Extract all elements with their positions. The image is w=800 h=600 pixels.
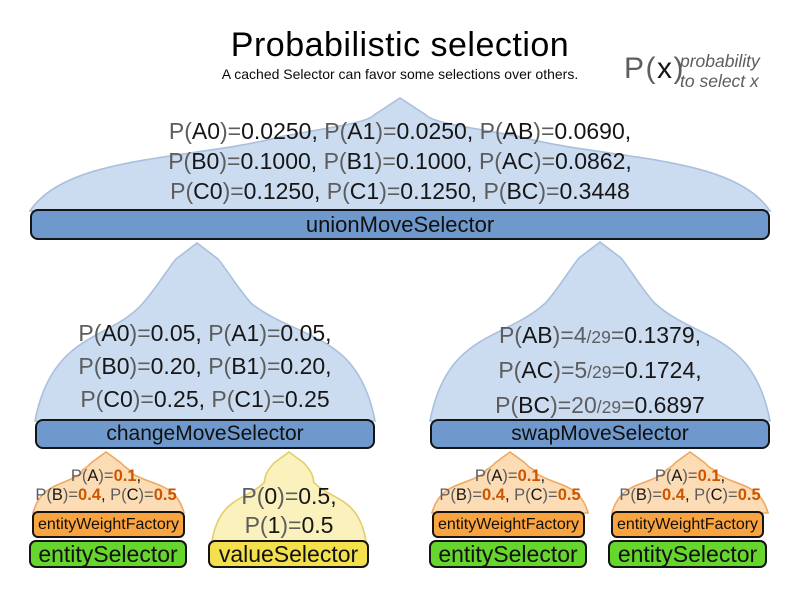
swap-prob-line-1: P(AB)=4/29=0.1379, [498,322,702,348]
entity1-dome-arrow [31,451,186,514]
union-prob-line-2: P(B0)=0.1000, P(B1)=0.1000, P(AC)=0.0862… [168,148,632,174]
swap-dome-arrow [429,240,771,422]
value-prob-line-1: P(0)=0.5, [241,483,337,509]
legend-note: probability to select x [680,51,760,91]
entity3-weight-factory-bar: entityWeightFactory [611,511,764,538]
swap-move-selector-bar: swapMoveSelector [430,419,770,449]
union-prob-line-1: P(A0)=0.0250, P(A1)=0.0250, P(AB)=0.0690… [168,118,632,144]
page-subtitle: A cached Selector can favor some selecti… [221,66,579,82]
entity1-weight-line-1: P(A)=0.1, [70,467,142,485]
entity2-weight-line-1: P(A)=0.1, [474,467,546,485]
value-probabilities: P(0)=0.5, P(1)=0.5 [212,482,366,540]
entity3-weight-line-2: P(B)=0.4, P(C)=0.5 [619,485,761,504]
value-prob-line-2: P(1)=0.5 [244,512,334,538]
legend-note-line-2: to select x [680,71,759,91]
entity3-weight-probabilities: P(A)=0.1, P(B)=0.4, P(C)=0.5 [610,467,770,504]
entity2-weight-factory-bar: entityWeightFactory [432,511,585,538]
value-selector-bar: valueSelector [208,540,369,568]
entity2-weight-line-2: P(B)=0.4, P(C)=0.5 [439,485,581,504]
value-dome-arrow [211,451,367,542]
entity2-weight-probabilities: P(A)=0.1, P(B)=0.4, P(C)=0.5 [430,467,590,504]
entity2-dome-arrow [430,451,590,514]
change-prob-line-3: P(C0)=0.25, P(C1)=0.25 [80,386,330,412]
swap-prob-line-3: P(BC)=20/29=0.6897 [495,392,705,418]
entity1-weight-factory-bar: entityWeightFactory [32,511,185,538]
entity2-selector-bar: entitySelector [429,540,587,568]
page-title: Probabilistic selection [230,26,570,64]
change-dome-arrow [34,241,376,422]
swap-probabilities: P(AB)=4/29=0.1379, P(AC)=5/29=0.1724, P(… [430,319,770,424]
entity3-selector-bar: entitySelector [608,540,767,568]
entity1-weight-probabilities: P(A)=0.1, P(B)=0.4, P(C)=0.5 [26,467,186,504]
change-prob-line-2: P(B0)=0.20, P(B1)=0.20, [78,353,332,379]
change-probabilities: P(A0)=0.05, P(A1)=0.05, P(B0)=0.20, P(B1… [35,317,375,416]
entity1-weight-line-2: P(B)=0.4, P(C)=0.5 [35,485,177,504]
legend-probability-symbol: P(x) [624,52,685,85]
union-dome-arrow [28,97,772,212]
union-prob-line-3: P(C0)=0.1250, P(C1)=0.1250, P(BC)=0.3448 [170,178,630,204]
union-move-selector-bar: unionMoveSelector [30,209,770,240]
legend-note-line-1: probability [680,51,760,71]
change-move-selector-bar: changeMoveSelector [35,419,375,449]
entity1-selector-bar: entitySelector [29,540,187,568]
union-probabilities: P(A0)=0.0250, P(A1)=0.0250, P(AB)=0.0690… [30,116,770,206]
entity3-dome-arrow [610,451,770,514]
swap-prob-line-2: P(AC)=5/29=0.1724, [498,357,702,383]
change-prob-line-1: P(A0)=0.05, P(A1)=0.05, [78,320,332,346]
entity3-weight-line-1: P(A)=0.1, [654,467,726,485]
